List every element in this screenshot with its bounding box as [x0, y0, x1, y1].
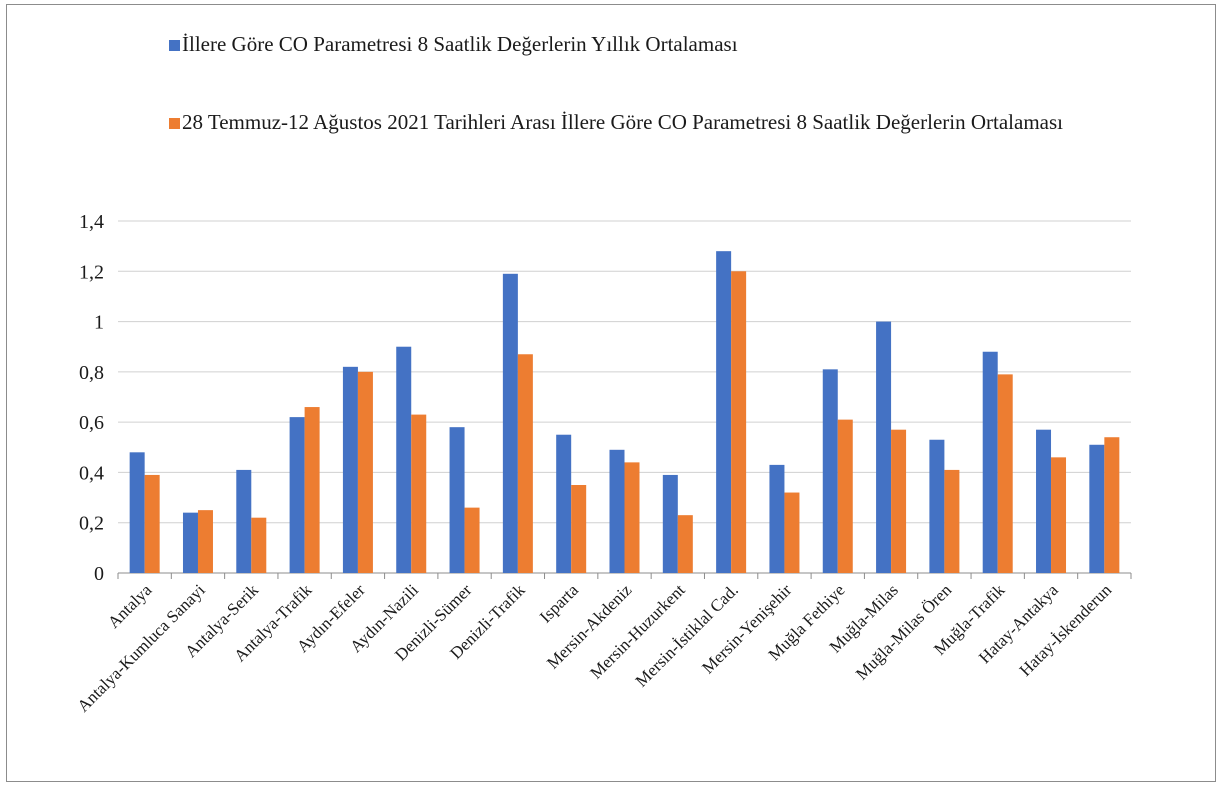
bar-series-1	[129, 452, 145, 573]
bar-series-1	[1036, 429, 1052, 573]
bar-series-1	[929, 439, 945, 573]
legend-swatch-series-2	[169, 118, 180, 129]
bar-series-2	[357, 371, 373, 573]
bar-series-1	[876, 321, 892, 573]
y-tick-label: 0,8	[79, 362, 104, 384]
bar-series-1	[822, 369, 838, 573]
bar-series-1	[716, 251, 732, 573]
bar-series-2	[624, 462, 640, 573]
bar-series-1	[982, 351, 998, 573]
bar-series-1	[182, 512, 198, 573]
bar-series-1	[236, 469, 252, 573]
bar-series-2	[144, 474, 160, 573]
bar-series-1	[502, 273, 518, 573]
y-tick-label: 0	[94, 563, 104, 585]
bar-series-2	[571, 485, 587, 573]
legend-item-series-2: 28 Temmuz-12 Ağustos 2021 Tarihleri Aras…	[169, 108, 1142, 136]
x-category-label: Hatay-İskenderun	[1016, 580, 1116, 680]
bar-series-2	[784, 492, 800, 573]
bar-series-1	[342, 366, 358, 573]
bar-series-2	[517, 354, 533, 573]
bar-series-2	[1104, 437, 1120, 573]
bar-series-1	[289, 417, 305, 573]
bar-series-2	[944, 469, 960, 573]
legend-label-series-1: İllere Göre CO Parametresi 8 Saatlik Değ…	[182, 32, 738, 56]
bar-series-2	[197, 510, 213, 573]
x-category-label: Isparta	[536, 580, 582, 626]
bar-series-1	[449, 427, 465, 573]
bar-series-1	[556, 434, 572, 573]
y-tick-label: 0,2	[79, 513, 104, 535]
bar-series-2	[464, 507, 480, 573]
legend-swatch-series-1	[169, 40, 180, 51]
bar-series-2	[304, 407, 320, 573]
bar-series-2	[251, 517, 267, 573]
bar-series-2	[677, 515, 693, 573]
bar-series-2	[837, 419, 853, 573]
bar-series-1	[1089, 444, 1105, 573]
bar-series-2	[731, 271, 747, 573]
y-tick-label: 0,6	[79, 412, 104, 434]
y-tick-label: 1,4	[79, 211, 104, 233]
bar-series-2	[411, 414, 427, 573]
bar-series-2	[997, 374, 1013, 573]
bar-series-1	[609, 449, 625, 573]
bar-series-2	[1051, 457, 1067, 573]
x-category-label: Antalya	[104, 580, 156, 632]
x-category-label: Muğla-Milas Ören	[852, 580, 956, 684]
bar-series-1	[662, 474, 678, 573]
bar-series-2	[891, 429, 907, 573]
chart-frame: İllere Göre CO Parametresi 8 Saatlik Değ…	[6, 4, 1216, 782]
y-tick-label: 1,2	[79, 261, 104, 283]
bar-series-1	[769, 464, 785, 573]
legend-item-series-1: İllere Göre CO Parametresi 8 Saatlik Değ…	[169, 30, 1142, 58]
y-tick-label: 1	[94, 312, 104, 334]
legend-label-series-2: 28 Temmuz-12 Ağustos 2021 Tarihleri Aras…	[182, 110, 1063, 134]
x-category-label: Mersin-Huzurkent	[586, 580, 688, 682]
bar-series-1	[396, 346, 412, 573]
y-tick-label: 0,4	[79, 462, 104, 484]
